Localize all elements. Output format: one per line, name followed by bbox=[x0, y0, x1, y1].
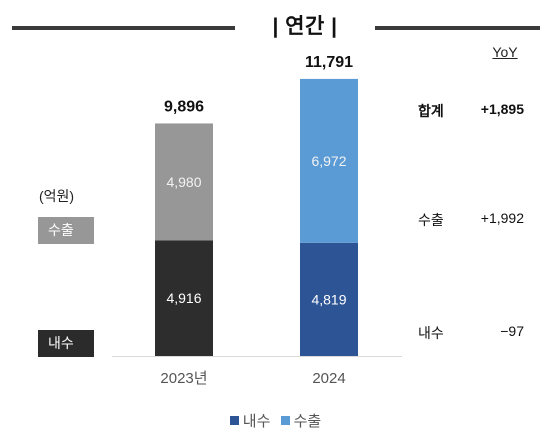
export-tag: 수출 bbox=[38, 217, 94, 244]
unit-label: (억원) bbox=[39, 188, 75, 204]
page-title: | 연간 | bbox=[272, 15, 338, 38]
bar-export-0 bbox=[155, 123, 213, 241]
data-label-export-0: 4,980 bbox=[166, 174, 201, 190]
data-label-domestic-1: 4,819 bbox=[311, 291, 346, 307]
x-tick-label-0: 2023년 bbox=[160, 370, 207, 387]
data-label-domestic-0: 4,916 bbox=[166, 290, 201, 306]
legend-label-domestic: 내수 bbox=[242, 413, 271, 430]
bar-domestic-0 bbox=[155, 240, 213, 356]
yoy-value-domestic: −97 bbox=[500, 323, 524, 339]
yoy-label-export: 수출 bbox=[418, 212, 444, 228]
legend-label-export: 수출 bbox=[293, 413, 322, 430]
yoy-value-export: +1,992 bbox=[480, 210, 524, 226]
yoy-header: YoY bbox=[492, 44, 518, 60]
legend-item-domestic: 내수 bbox=[229, 410, 271, 431]
header-rule-left bbox=[12, 26, 235, 30]
header-rule-right bbox=[375, 26, 540, 30]
data-label-export-1: 6,972 bbox=[311, 153, 346, 169]
yoy-value-total: +1,895 bbox=[480, 101, 524, 117]
legend-swatch-domestic bbox=[229, 416, 239, 425]
x-tick-label-1: 2024 bbox=[312, 370, 345, 387]
yoy-label-domestic: 내수 bbox=[418, 325, 444, 341]
legend-swatch-export bbox=[280, 416, 290, 425]
legend-item-export: 수출 bbox=[280, 410, 322, 431]
legend: 내수 수출 bbox=[0, 410, 551, 431]
total-label-0: 9,896 bbox=[164, 98, 204, 115]
total-label-1: 11,791 bbox=[305, 54, 353, 71]
domestic-tag: 내수 bbox=[38, 330, 94, 357]
bar-domestic-1 bbox=[300, 242, 358, 356]
bar-export-1 bbox=[300, 78, 358, 243]
yoy-label-total: 합계 bbox=[418, 103, 444, 119]
